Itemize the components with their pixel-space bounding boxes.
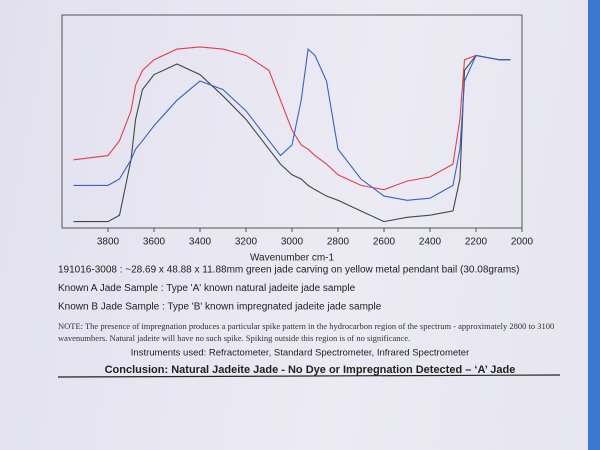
instruments: Instruments used: Refractometer, Standar…: [131, 348, 469, 359]
x-tick-label: 3600: [143, 237, 166, 248]
conclusion: Conclusion: Natural Jadeite Jade - No Dy…: [105, 364, 516, 376]
x-tick-label: 3400: [189, 237, 212, 248]
x-tick-label: 2200: [465, 237, 488, 248]
series-label: 191016-3008 : ~28.69 x 48.88 x 11.88mm g…: [58, 265, 520, 276]
x-tick-label: 2800: [327, 237, 350, 248]
x-tick-label: 3800: [97, 237, 120, 248]
x-axis-label: Wavenumber cm-1: [250, 253, 335, 264]
x-tick-label: 2000: [511, 237, 534, 248]
series-line: [73, 46, 511, 191]
x-tick-label: 2400: [419, 237, 442, 248]
x-tick-label: 3200: [235, 237, 258, 248]
note: NOTE: The presence of impregnation produ…: [58, 321, 555, 343]
x-tick-label: 2600: [373, 237, 396, 248]
plot-frame: [61, 14, 523, 229]
conclusion-underline: [57, 374, 561, 378]
series-line: [73, 47, 511, 201]
series-label: Known A Jade Sample : Type 'A' known nat…: [58, 283, 356, 294]
series-label: Known B Jade Sample : Type 'B' known imp…: [58, 302, 382, 313]
x-tick-label: 3000: [281, 237, 304, 248]
series-line: [73, 54, 511, 223]
